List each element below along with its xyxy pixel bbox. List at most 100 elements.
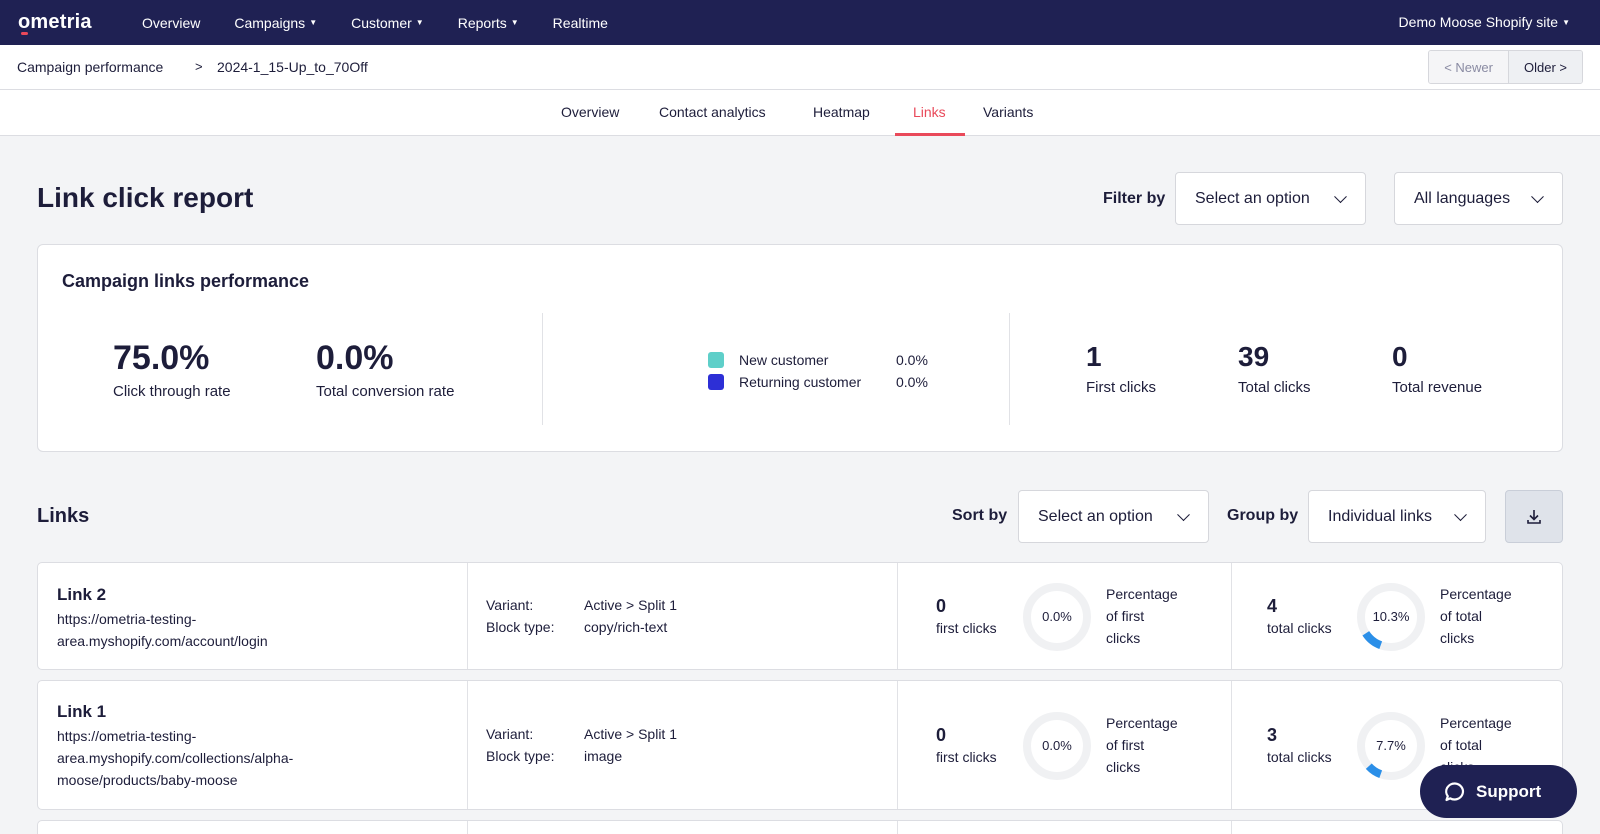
nav-overview-label: Overview xyxy=(142,14,201,31)
chevron-down-icon xyxy=(1454,507,1467,521)
total-clicks-percent: 7.7% xyxy=(1376,738,1406,753)
tab-heatmap[interactable]: Heatmap xyxy=(813,104,870,120)
older-button[interactable]: Older > xyxy=(1509,51,1582,83)
link-url-line: https://ometria-testing- xyxy=(57,728,197,744)
top-nav: ometria Overview Campaigns ▼ Customer ▼ Re… xyxy=(0,0,1600,45)
divider xyxy=(467,563,468,669)
site-selector[interactable]: Demo Moose Shopify site ▼ xyxy=(1399,14,1570,30)
total-clicks-count: 4 xyxy=(1267,596,1278,616)
active-tab-indicator xyxy=(895,133,965,136)
divider xyxy=(1231,681,1232,809)
support-label: Support xyxy=(1476,781,1542,801)
divider xyxy=(897,821,898,834)
link-name: Link 2 xyxy=(57,585,107,604)
first-clicks-label: First clicks xyxy=(1086,379,1156,396)
link-url-line: area.myshopify.com/account/login xyxy=(57,633,268,649)
campaign-pager: < Newer Older > xyxy=(1428,50,1583,84)
variant-key: Variant: xyxy=(486,726,534,742)
logo-text: ometria xyxy=(18,11,92,33)
nav-customer[interactable]: Customer ▼ xyxy=(351,15,424,31)
tab-overview[interactable]: Overview xyxy=(561,104,620,120)
variant-value: Active > Split 1 xyxy=(584,597,677,613)
sort-select[interactable]: Select an option xyxy=(1018,490,1209,543)
returning-customer-swatch xyxy=(708,374,724,390)
divider xyxy=(467,681,468,809)
filter-label: Filter by xyxy=(1103,190,1166,207)
links-section-title: Links xyxy=(37,505,90,527)
caption-line: clicks xyxy=(1106,630,1141,646)
link-row[interactable] xyxy=(37,820,1563,834)
nav-overview[interactable]: Overview xyxy=(142,15,200,31)
total-clicks-label: total clicks xyxy=(1267,749,1332,765)
caption-line: Percentage xyxy=(1440,715,1512,731)
caption-line: clicks xyxy=(1106,759,1141,775)
first-clicks-count: 0 xyxy=(936,596,947,616)
link-row[interactable]: Link 1 https://ometria-testing- area.mys… xyxy=(37,680,1563,810)
divider xyxy=(542,313,543,425)
filter-select[interactable]: Select an option xyxy=(1175,172,1366,225)
sort-by-label: Sort by xyxy=(952,507,1008,524)
new-customer-label: New customer xyxy=(739,352,829,368)
breadcrumb: Campaign performance > 2024-1_15-Up_to_7… xyxy=(0,45,1600,90)
first-clicks-label: first clicks xyxy=(936,749,997,765)
link-row[interactable]: Link 2 https://ometria-testing- area.mys… xyxy=(37,562,1563,670)
conversion-rate-value: 0.0% xyxy=(316,339,394,377)
tab-contact-analytics[interactable]: Contact analytics xyxy=(659,104,766,120)
support-button[interactable]: Support xyxy=(1420,765,1577,818)
link-url[interactable]: https://ometria-testing- area.myshopify.… xyxy=(57,725,357,791)
total-clicks-percent-caption: Percentage of total clicks xyxy=(1440,583,1512,649)
total-clicks-percent: 10.3% xyxy=(1372,609,1410,624)
total-revenue-label: Total revenue xyxy=(1392,379,1483,396)
variant-value: Active > Split 1 xyxy=(584,726,677,742)
link-url[interactable]: https://ometria-testing- area.myshopify.… xyxy=(57,608,357,652)
tab-links[interactable]: Links xyxy=(913,104,946,120)
total-clicks-label: Total clicks xyxy=(1238,379,1311,396)
first-clicks-label: first clicks xyxy=(936,620,997,636)
page-title: Link click report xyxy=(37,182,254,213)
click-through-rate-label: Click through rate xyxy=(113,383,231,400)
nav-reports[interactable]: Reports ▼ xyxy=(458,15,519,31)
download-icon xyxy=(1527,509,1541,524)
breadcrumb-parent-link[interactable]: Campaign performance xyxy=(17,59,164,75)
total-clicks-donut: 7.7% xyxy=(1356,711,1426,781)
caption-line: Percentage xyxy=(1106,586,1178,602)
newer-button[interactable]: < Newer xyxy=(1429,51,1509,83)
total-clicks-count: 3 xyxy=(1267,725,1278,745)
group-select-value: Individual links xyxy=(1328,507,1433,525)
nav-realtime-label: Realtime xyxy=(552,14,608,31)
link-url-line: https://ometria-testing- xyxy=(57,611,197,627)
chevron-down-icon xyxy=(1334,189,1347,203)
logo-mark xyxy=(21,32,28,35)
group-by-label: Group by xyxy=(1227,507,1299,524)
divider xyxy=(1009,313,1010,425)
download-button[interactable] xyxy=(1505,490,1563,543)
group-select[interactable]: Individual links xyxy=(1308,490,1486,543)
new-customer-value: 0.0% xyxy=(896,352,928,368)
total-clicks-donut: 10.3% xyxy=(1356,582,1426,652)
nav-reports-label: Reports xyxy=(457,14,507,31)
divider xyxy=(1231,821,1232,834)
nav-customer-label: Customer xyxy=(351,14,412,31)
divider xyxy=(1231,563,1232,669)
tab-variants[interactable]: Variants xyxy=(983,104,1034,120)
ometria-logo[interactable]: ometria xyxy=(18,11,108,35)
nav-campaigns[interactable]: Campaigns ▼ xyxy=(234,15,317,31)
report-tabs: Overview Contact analytics Heatmap Links… xyxy=(0,90,1600,136)
breadcrumb-current: 2024-1_15-Up_to_70Off xyxy=(217,59,368,75)
total-clicks-value: 39 xyxy=(1238,341,1270,372)
total-revenue-value: 0 xyxy=(1392,341,1408,372)
first-clicks-donut: 0.0% xyxy=(1022,582,1092,652)
link-url-line: moose/products/baby-moose xyxy=(57,772,238,788)
caption-line: of first xyxy=(1106,608,1145,624)
caption-line: Percentage xyxy=(1440,586,1512,602)
caption-line: of first xyxy=(1106,737,1145,753)
total-clicks-label: total clicks xyxy=(1267,620,1332,636)
new-customer-swatch xyxy=(708,352,724,368)
language-select-value: All languages xyxy=(1414,189,1511,207)
block-type-key: Block type: xyxy=(486,619,555,635)
caption-line: of total xyxy=(1440,737,1483,753)
card-title: Campaign links performance xyxy=(62,271,310,291)
nav-realtime[interactable]: Realtime xyxy=(553,15,608,31)
language-select[interactable]: All languages xyxy=(1394,172,1563,225)
